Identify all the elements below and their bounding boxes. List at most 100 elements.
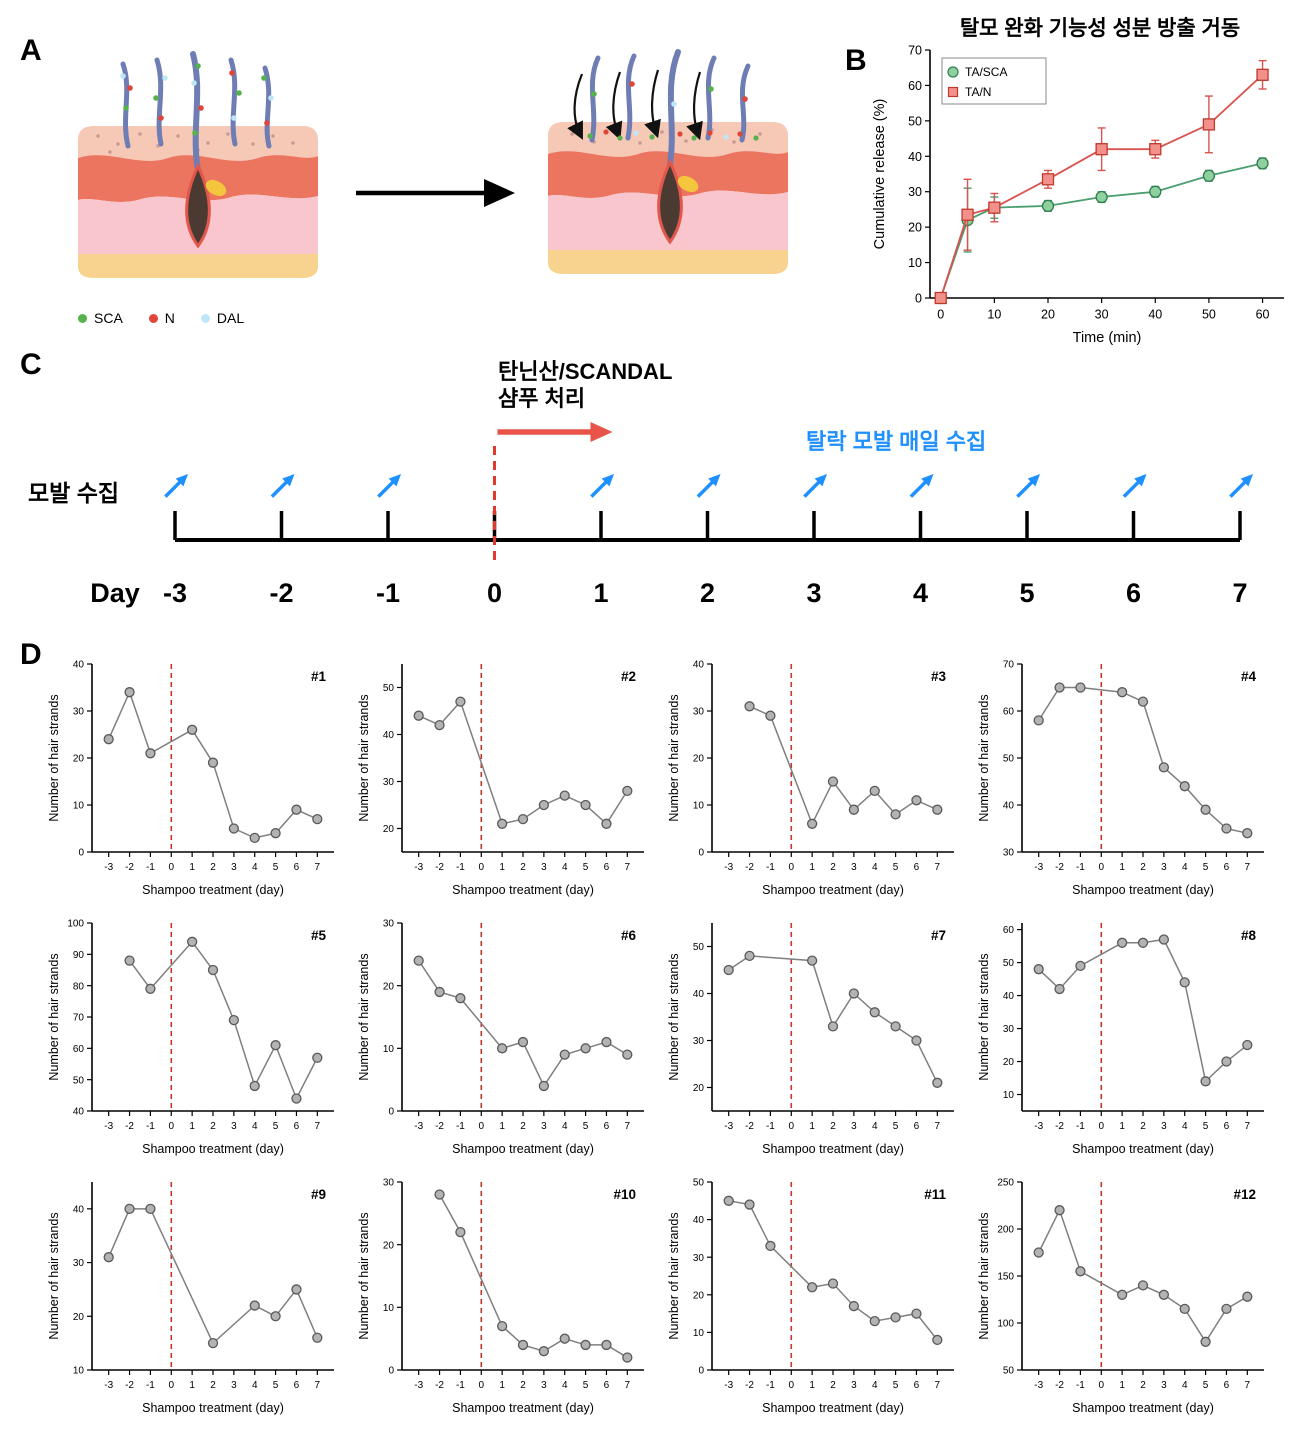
- data-point: [1149, 185, 1162, 198]
- y-tick-label: 70: [1003, 660, 1015, 671]
- series-line: [1038, 1208, 1248, 1344]
- data-point: [827, 1021, 839, 1032]
- data-point: [291, 804, 302, 815]
- data-point: [1075, 1266, 1086, 1277]
- x-tick-label: -1: [456, 1121, 465, 1132]
- x-tick-label: 5: [1203, 862, 1209, 873]
- hair-collection-arrow-icon: [909, 473, 934, 498]
- x-tick-label: 6: [604, 1380, 610, 1391]
- y-tick-label: 40: [693, 1215, 705, 1226]
- legend-label: TA/SCA: [965, 65, 1007, 79]
- x-tick-label: 4: [1182, 862, 1188, 873]
- hair-collection-arrow-icon: [164, 473, 189, 498]
- y-tick-label: 40: [73, 1204, 85, 1215]
- hair-count-plot-5: -3 -2 -1 0 1 2 3 4 5 6 7 40 50 60 70 80 90 100 #5 Shampoo t…: [46, 911, 356, 1170]
- y-tick-label: 60: [1003, 925, 1015, 936]
- y-tick-label: 0: [698, 1366, 704, 1377]
- x-tick-label: -3: [414, 862, 423, 873]
- x-axis-label: Shampoo treatment (day): [142, 1401, 284, 1415]
- data-point: [434, 986, 445, 998]
- y-tick-label: 20: [693, 754, 705, 765]
- x-tick-label: 1: [1119, 1121, 1125, 1132]
- data-point: [869, 1315, 880, 1327]
- series-line: [1038, 686, 1248, 834]
- hair-collection-arrow-icon: [270, 473, 295, 498]
- x-tick-label: 5: [273, 862, 279, 873]
- y-axis-label: Number of hair strands: [357, 694, 371, 821]
- data-point: [961, 208, 974, 221]
- x-tick-label: 0: [1098, 862, 1104, 873]
- x-tick-label: 6: [914, 1380, 920, 1391]
- series-line: [728, 955, 938, 1084]
- data-point: [1221, 1303, 1232, 1315]
- y-tick-label: 20: [908, 221, 922, 235]
- hair-collection-arrow-icon: [1122, 473, 1147, 498]
- x-tick-label: 7: [935, 1380, 941, 1391]
- y-tick-label: 20: [73, 754, 85, 765]
- data-point: [207, 1337, 219, 1349]
- hair-follicle: [657, 158, 699, 245]
- x-tick-label: 5: [583, 862, 589, 873]
- x-tick-label: 4: [252, 862, 258, 873]
- y-tick-label: 60: [1003, 707, 1015, 718]
- treatment-label-line2: 샴푸 처리: [498, 386, 586, 411]
- x-tick-label: -1: [1076, 862, 1085, 873]
- x-tick-label: 7: [315, 1380, 321, 1391]
- sebaceous-gland: [205, 179, 227, 197]
- x-tick-label: -1: [1076, 1380, 1085, 1391]
- data-point: [249, 1080, 260, 1092]
- scalp-before-illustration: [78, 51, 318, 278]
- series-line: [108, 1208, 318, 1345]
- data-point: [145, 1203, 156, 1215]
- x-tick-label: 2: [1140, 1121, 1146, 1132]
- hair-count-plot-1: -3 -2 -1 0 1 2 3 4 5 6 7 0 10 20 30 40 #1 Shampoo treatme…: [46, 652, 356, 911]
- x-tick-label: -1: [766, 1121, 775, 1132]
- legend-marker: [947, 86, 959, 98]
- data-point: [911, 1308, 922, 1319]
- x-tick-label: 5: [583, 1121, 589, 1132]
- x-tick-label: -1: [146, 862, 155, 873]
- data-point: [1256, 157, 1269, 170]
- x-tick-label: -2: [1055, 1380, 1064, 1391]
- data-point: [559, 790, 570, 801]
- plot-number: #6: [621, 928, 637, 943]
- data-point: [744, 701, 755, 712]
- data-point: [1158, 762, 1170, 773]
- x-tick-label: 4: [252, 1380, 258, 1391]
- data-point: [1242, 828, 1253, 839]
- plot-number: #12: [1233, 1187, 1256, 1202]
- y-tick-label: 30: [383, 777, 395, 788]
- x-tick-label: -3: [414, 1380, 423, 1391]
- x-tick-label: -2: [125, 862, 134, 873]
- data-point: [1256, 68, 1269, 81]
- y-tick-label: 10: [73, 801, 85, 812]
- plot-number: #5: [311, 928, 327, 943]
- data-point: [1149, 143, 1162, 156]
- chart-#7: -3 -2 -1 0 1 2 3 4 5 6 7 20 30 40 50 #7 Shampoo treatmen…: [667, 923, 954, 1156]
- y-axis-label: Number of hair strands: [357, 1212, 371, 1339]
- n-dot-icon: [148, 313, 158, 323]
- data-point: [827, 1278, 839, 1289]
- data-point: [186, 936, 198, 947]
- x-tick-label: 5: [273, 1380, 279, 1391]
- x-tick-label: 0: [788, 1380, 794, 1391]
- x-tick-label: -3: [104, 1121, 113, 1132]
- y-tick-label: 10: [908, 256, 922, 270]
- sebaceous-gland: [677, 175, 699, 193]
- y-tick-label: 150: [997, 1272, 1014, 1283]
- release-chart: 0 10 20 30 40 50 60 0 10 20 30 40 50 60 70 Time (min) Cu…: [872, 44, 1284, 346]
- data-point: [869, 1007, 880, 1018]
- data-point: [1075, 960, 1086, 972]
- hair-collection-arrow-icon: [377, 473, 402, 498]
- legend-item-label: SCA: [94, 310, 123, 326]
- x-tick-label: -2: [435, 1121, 444, 1132]
- y-tick-label: 10: [1003, 1090, 1015, 1101]
- hair-count-plot-12: -3 -2 -1 0 1 2 3 4 5 6 7 50 100 150 200 250 #12 Shampoo t…: [976, 1170, 1286, 1429]
- y-tick-label: 40: [1003, 801, 1015, 812]
- hair-collection-label: 모발 수집: [28, 480, 120, 506]
- x-tick-label: 0: [168, 862, 174, 873]
- x-tick-label: 2: [830, 1121, 836, 1132]
- y-tick-label: 30: [1003, 848, 1015, 859]
- x-tick-label: 40: [1148, 308, 1162, 322]
